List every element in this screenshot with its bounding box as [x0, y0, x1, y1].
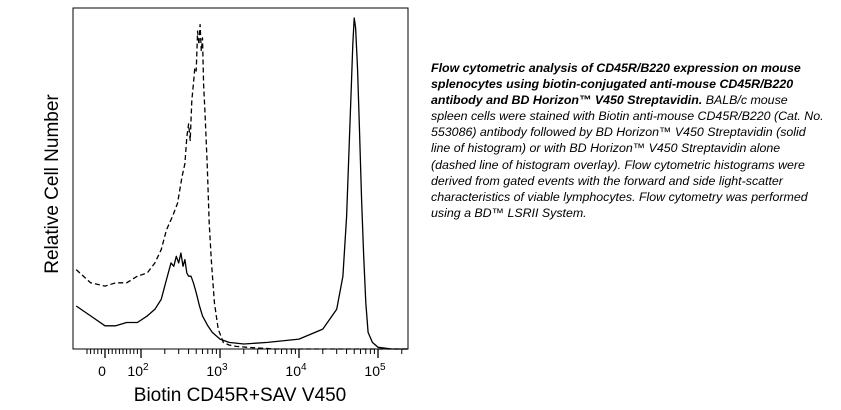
x-tick-label: 103	[206, 362, 228, 379]
x-tick-label: 102	[127, 362, 149, 379]
x-tick-exponent: 2	[143, 362, 149, 373]
x-tick-label: 104	[285, 362, 307, 379]
minor-ticks	[86, 349, 403, 354]
plot-frame	[72, 7, 409, 350]
x-tick-exponent: 4	[301, 362, 307, 373]
x-tick-exponent: 5	[380, 362, 386, 373]
x-axis-label: Biotin CD45R+SAV V450	[134, 385, 346, 406]
series-layer	[75, 17, 408, 350]
x-tick-exponent: 3	[222, 362, 228, 373]
figure-caption: Flow cytometric analysis of CD45R/B220 e…	[431, 60, 826, 221]
major-ticks	[104, 349, 379, 358]
x-tick-label: 0	[98, 363, 106, 379]
x-tick-label: 105	[364, 362, 386, 379]
dashed-series-line	[75, 23, 408, 350]
caption-title: Flow cytometric analysis of CD45R/B220 e…	[431, 61, 801, 108]
plot-border	[72, 7, 409, 350]
histogram-chart: 0 102 103 104 105 Relative Cell Number Bioti…	[42, 7, 409, 406]
caption-body: BALB/c mouse spleen cells were stained w…	[431, 93, 824, 220]
x-tick-labels: 0 102 103 104 105	[98, 362, 386, 379]
solid-series-line	[75, 17, 408, 350]
y-axis-label: Relative Cell Number	[42, 94, 63, 274]
